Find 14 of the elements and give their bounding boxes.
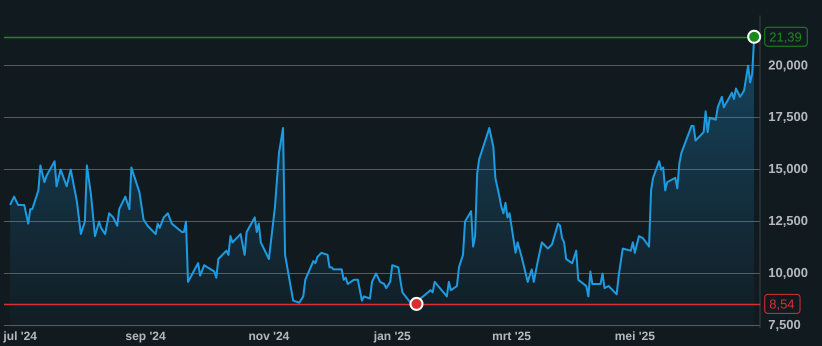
y-tick-label: 15,000 xyxy=(768,161,808,176)
y-tick-label: 20,000 xyxy=(768,57,808,72)
x-tick-label: nov '24 xyxy=(248,329,290,344)
text: 21,39 xyxy=(769,29,802,44)
x-tick-label: mrt '25 xyxy=(492,329,532,344)
x-tick-label: jan '25 xyxy=(372,329,411,344)
text: 8,54 xyxy=(769,296,795,312)
x-tick-label: jul '24 xyxy=(2,329,38,344)
y-tick-label: 10,000 xyxy=(768,265,808,280)
y-tick-label: 17,500 xyxy=(768,109,808,124)
x-tick-label: mei '25 xyxy=(614,329,656,344)
y-tick-label: 12,500 xyxy=(768,213,808,228)
x-tick-label: sep '24 xyxy=(125,329,166,344)
y-tick-label: 7,500 xyxy=(768,317,801,332)
